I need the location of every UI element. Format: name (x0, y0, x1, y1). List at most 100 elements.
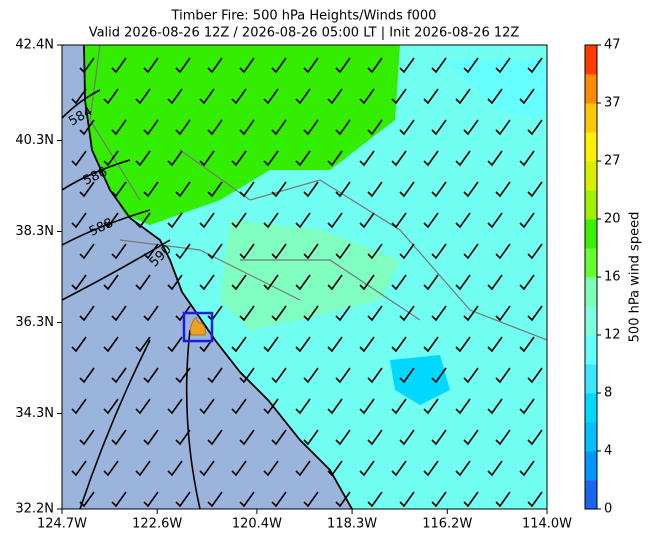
colorbar-segment (585, 422, 597, 452)
wind-barb (431, 181, 447, 198)
wind-barb (455, 398, 471, 415)
colorbar-tick-label: 4 (604, 444, 612, 459)
wind-barb (271, 367, 287, 384)
colorbar-segment (585, 393, 597, 423)
wind-barb (79, 367, 95, 384)
wind-barb (359, 88, 375, 105)
wind-barb (423, 150, 439, 167)
wind-barb (175, 491, 191, 508)
x-tick-label: 114.0W (522, 517, 572, 532)
wind-barb (495, 491, 511, 508)
wind-barb (207, 429, 223, 446)
wind-barb (143, 491, 159, 508)
wind-barb (391, 398, 407, 415)
wind-barb (295, 398, 311, 415)
wind-barb (527, 181, 543, 198)
wind-barb (263, 212, 279, 229)
wind-barb (527, 491, 543, 508)
wind-barb (399, 367, 415, 384)
wind-barb (199, 212, 215, 229)
wind-barb (463, 367, 479, 384)
wind-barb (519, 88, 535, 105)
wind-barb (271, 119, 287, 136)
wind-barb (143, 367, 159, 384)
wind-barb (303, 429, 319, 446)
wind-barb (303, 181, 319, 198)
wind-barb (231, 336, 247, 353)
x-tick-label: 120.4W (232, 517, 282, 532)
map-frame (61, 44, 548, 510)
wind-barb (111, 305, 127, 322)
colorbar-segment (585, 335, 597, 365)
wind-barb (167, 336, 183, 353)
colorbar-segment (585, 74, 597, 104)
wind-barb (303, 491, 319, 508)
wind-barb (207, 57, 223, 74)
wind-barb (135, 150, 151, 167)
wind-barb (175, 305, 191, 322)
wind-barb (335, 57, 351, 74)
wind-barb (207, 367, 223, 384)
wind-barb (487, 274, 503, 291)
wind-barb (335, 491, 351, 508)
wind-barb (103, 336, 119, 353)
wind-barb (295, 274, 311, 291)
wind-barb (335, 367, 351, 384)
wind-barb (495, 181, 511, 198)
wind-barb (231, 460, 247, 477)
wind-barb (431, 305, 447, 322)
wind-barb (463, 491, 479, 508)
wind-barb (327, 150, 343, 167)
wind-barb (391, 274, 407, 291)
wind-barb (431, 491, 447, 508)
wind-barb (79, 305, 95, 322)
wind-barb (455, 88, 471, 105)
colorbar-segment (585, 45, 597, 75)
wind-barb (303, 367, 319, 384)
wind-barb (527, 119, 543, 136)
wind-barb (135, 274, 151, 291)
x-tick-label: 122.6W (132, 517, 182, 532)
wind-barb (103, 150, 119, 167)
wind-barb (367, 57, 383, 74)
wind-barb (455, 274, 471, 291)
wind-barb (463, 181, 479, 198)
wind-barb (423, 336, 439, 353)
wind-barb (295, 212, 311, 229)
wind-barb (103, 88, 119, 105)
wind-barb (71, 398, 87, 415)
wind-barb (455, 150, 471, 167)
wind-barb (167, 398, 183, 415)
wind-barb (527, 367, 543, 384)
y-tick-label: 40.3N (15, 133, 54, 148)
wind-barb (495, 367, 511, 384)
wind-barb (495, 57, 511, 74)
wind-barb (111, 243, 127, 260)
wind-barb (135, 88, 151, 105)
wind-barb (463, 429, 479, 446)
wind-barb (239, 181, 255, 198)
wind-barb (71, 460, 87, 477)
wind-barb (143, 57, 159, 74)
wind-barb (455, 336, 471, 353)
wind-barb (431, 57, 447, 74)
wind-barb (143, 429, 159, 446)
colorbar-tick-label: 12 (604, 328, 621, 343)
wind-barb (295, 88, 311, 105)
colorbar-segment (585, 219, 597, 249)
wind-barb (231, 274, 247, 291)
y-tick-label: 42.4N (15, 38, 54, 53)
wind-barb (367, 367, 383, 384)
wind-barb (359, 398, 375, 415)
wind-barb (463, 119, 479, 136)
wind-barb (103, 398, 119, 415)
x-tick-label: 124.7W (37, 517, 87, 532)
wind-barb (391, 336, 407, 353)
wind-barb (327, 460, 343, 477)
wind-barb (103, 460, 119, 477)
wind-barb (143, 181, 159, 198)
wind-barb (167, 460, 183, 477)
y-tick-label: 32.2N (15, 502, 54, 517)
wind-barb (167, 212, 183, 229)
wind-barb (335, 305, 351, 322)
